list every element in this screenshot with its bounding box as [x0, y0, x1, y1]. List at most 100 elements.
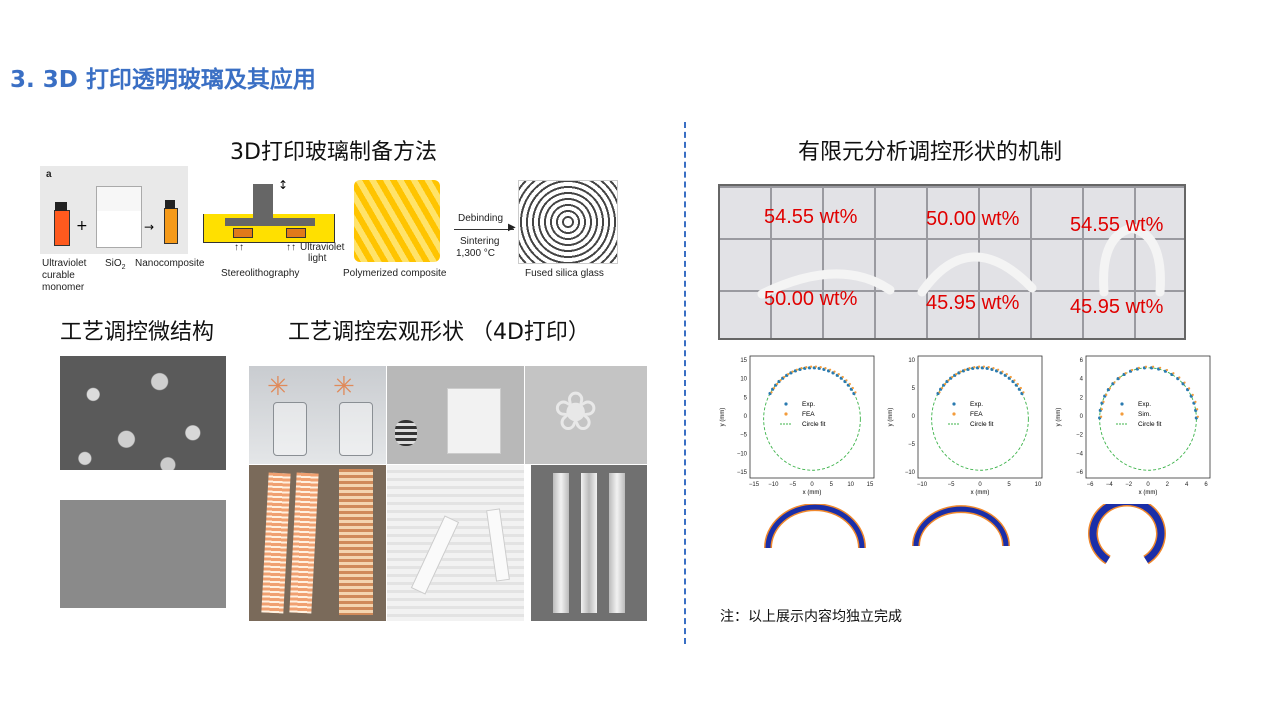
sim-point: [791, 370, 794, 373]
sim-point: [955, 373, 958, 376]
x-tick-label: 0: [978, 482, 982, 488]
plus-sign: +: [76, 218, 88, 234]
y-tick-label: −5: [908, 442, 916, 448]
uv-arrows-icon-2: ↑↑: [286, 242, 296, 253]
sim-point: [1102, 400, 1105, 403]
sim-point: [1108, 387, 1111, 390]
up-down-arrow-icon: ↕: [278, 178, 289, 192]
photo-twisted-glass: [387, 465, 524, 621]
label-sintering: Sintering: [460, 236, 500, 247]
sim-point: [1172, 372, 1175, 375]
legend-marker: [784, 402, 788, 406]
sim-point: [837, 373, 840, 376]
x-tick-label: −5: [789, 482, 797, 488]
build-arm: [253, 184, 273, 220]
wt-label-top-3: 54.55 wt%: [1070, 214, 1164, 236]
panel-letter: a: [46, 169, 52, 180]
printed-part-2: [286, 228, 306, 238]
sim-point: [982, 365, 986, 368]
label-sio2: SiO2: [105, 258, 126, 271]
legend-marker: [952, 402, 956, 406]
y-tick-label: 6: [1080, 358, 1084, 364]
sim-point: [805, 366, 808, 369]
uv-arrows-icon-1: ↑↑: [234, 242, 244, 253]
sim-point: [951, 375, 954, 379]
glass-vial-1: [273, 402, 307, 456]
twisted-piece-1: [410, 515, 460, 595]
monomer-vial: [54, 210, 70, 246]
sem-image-crystalline: [60, 356, 226, 484]
arc-photo-grid: 54.55 wt% 50.00 wt% 54.55 wt% 50.00 wt% …: [718, 184, 1186, 340]
sim-point: [795, 368, 799, 371]
x-tick-label: 0: [1146, 482, 1150, 488]
sim-point: [992, 367, 995, 370]
legend-marker: [1120, 402, 1124, 406]
x-tick-label: −6: [1087, 482, 1095, 488]
legend-label: Exp.: [802, 401, 815, 408]
mesh-strip-1: [261, 472, 291, 614]
sim-point: [1191, 393, 1194, 396]
label-stereolithography: Stereolithography: [221, 268, 300, 279]
sim-point: [779, 379, 782, 382]
cross-section-arcs: [764, 504, 1166, 565]
label-polymerized: Polymerized composite: [343, 268, 447, 279]
y-tick-label: −5: [740, 433, 748, 439]
sim-point: [819, 366, 822, 369]
vial-cap-2: [165, 200, 175, 209]
sim-point: [1113, 381, 1116, 384]
x-tick-label: −4: [1106, 482, 1114, 488]
label-uv-light-1: Ultraviolet: [300, 242, 345, 253]
heading-microstructure: 工艺调控微结构: [60, 320, 215, 345]
glass-vial-2: [339, 402, 373, 456]
y-tick-label: −10: [737, 451, 748, 457]
y-tick-label: 2: [1080, 395, 1084, 401]
independent-work-note: 注：以上展示内容均独立完成: [720, 609, 902, 625]
sio2-beaker: [96, 186, 142, 248]
label-uv-monomer-1: Ultraviolet: [42, 258, 87, 269]
legend-label: FEA: [970, 411, 983, 418]
y-tick-label: −10: [905, 470, 916, 476]
sim-point: [968, 367, 971, 370]
x-tick-label: −15: [749, 482, 760, 488]
fea-plot-2: 10 5 0 −5 −10−10 −5 0 5 10 x (mm) y (mm) Exp. FEA Cir…: [888, 355, 1043, 496]
sim-point: [1105, 393, 1108, 396]
sim-point: [848, 382, 851, 386]
sim-point: [776, 382, 779, 386]
sim-point: [787, 373, 790, 376]
wt-label-top-1: 54.55 wt%: [764, 206, 858, 228]
sim-point: [1016, 382, 1019, 386]
legend-label: Sim.: [1138, 411, 1151, 418]
sim-point: [938, 391, 941, 394]
x-tick-label: −10: [917, 482, 928, 488]
y-tick-label: 5: [912, 386, 916, 392]
twisted-strip-2: [581, 473, 597, 613]
wt-label-bottom-1: 50.00 wt%: [764, 288, 858, 310]
y-tick-label: 15: [740, 358, 747, 364]
heading-method: 3D打印玻璃制备方法: [230, 140, 437, 165]
sim-point: [996, 368, 1000, 371]
plot-frame: [1085, 355, 1211, 479]
twisted-strip-3: [609, 473, 625, 613]
sim-point: [824, 367, 827, 370]
x-tick-label: 5: [1007, 482, 1011, 488]
flower-part-icon: ❀: [553, 380, 599, 443]
sim-point: [833, 370, 836, 373]
heading-macro-shape: 工艺调控宏观形状 （4D打印）: [288, 320, 590, 345]
x-tick-label: −2: [1125, 482, 1133, 488]
x-axis-label: x (mm): [971, 490, 990, 496]
sim-point: [1130, 368, 1134, 372]
fea-plot-1: 15 10 5 0 −5 −10 −15−15 −10 −5 0 5 10 15 x (mm) y (mm)…: [720, 355, 875, 496]
sem-info-bar-1: [60, 470, 226, 484]
fused-silica-lattice: [518, 180, 618, 264]
photo-vials-star: ✳ ✳: [249, 366, 386, 464]
x-tick-label: 6: [1204, 482, 1208, 488]
sim-point: [851, 386, 854, 390]
sim-point: [1022, 391, 1025, 394]
label-debinding: Debinding: [458, 213, 504, 224]
sim-point: [814, 365, 818, 368]
sim-point: [987, 366, 990, 369]
fea-plots: 15 10 5 0 −5 −10 −15 −15 −10 −5 0 5 10 15 x (mm) y (mm)…: [716, 352, 1211, 500]
plot-frame: [749, 355, 875, 479]
legend-label: Exp.: [970, 401, 983, 408]
label-fused-glass: Fused silica glass: [525, 268, 604, 279]
